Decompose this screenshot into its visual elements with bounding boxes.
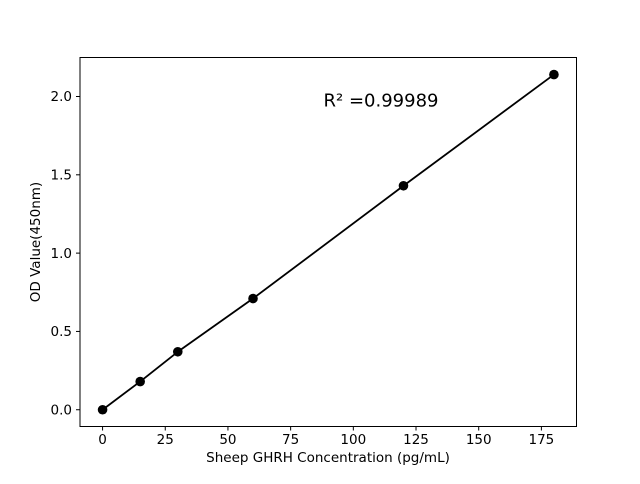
data-point xyxy=(172,346,183,357)
x-tick-label: 125 xyxy=(403,432,429,448)
x-tick-label: 0 xyxy=(98,432,107,448)
y-axis-label: OD Value(450nm) xyxy=(28,182,44,302)
y-tick-label: 1.0 xyxy=(51,246,72,262)
data-point xyxy=(248,293,258,304)
x-tick-label: 50 xyxy=(219,432,236,448)
data-point xyxy=(97,404,108,415)
r-squared-annotation: R² =0.99989 xyxy=(324,91,439,112)
y-tick-label: 0.5 xyxy=(51,324,72,340)
x-tick-label: 175 xyxy=(529,432,555,448)
x-tick-label: 150 xyxy=(466,432,492,448)
x-tick-label: 25 xyxy=(157,432,174,448)
y-tick-label: 0.0 xyxy=(51,402,72,418)
x-tick-label: 100 xyxy=(340,432,366,448)
x-tick-label: 75 xyxy=(282,432,299,448)
data-point xyxy=(398,180,409,191)
data-point xyxy=(135,376,145,387)
tick-marks xyxy=(76,95,542,431)
data-point xyxy=(549,69,559,80)
y-tick-label: 1.5 xyxy=(51,168,72,184)
data-series xyxy=(97,69,559,415)
tick-labels: 0 25 50 75 100 125 150 175 0.0 0.5 1.0 1.5 2.0 xyxy=(51,89,555,448)
fit-line xyxy=(101,73,555,411)
y-tick-label: 2.0 xyxy=(51,89,72,105)
x-axis-label: Sheep GHRH Concentration (pg/mL) xyxy=(206,450,450,466)
